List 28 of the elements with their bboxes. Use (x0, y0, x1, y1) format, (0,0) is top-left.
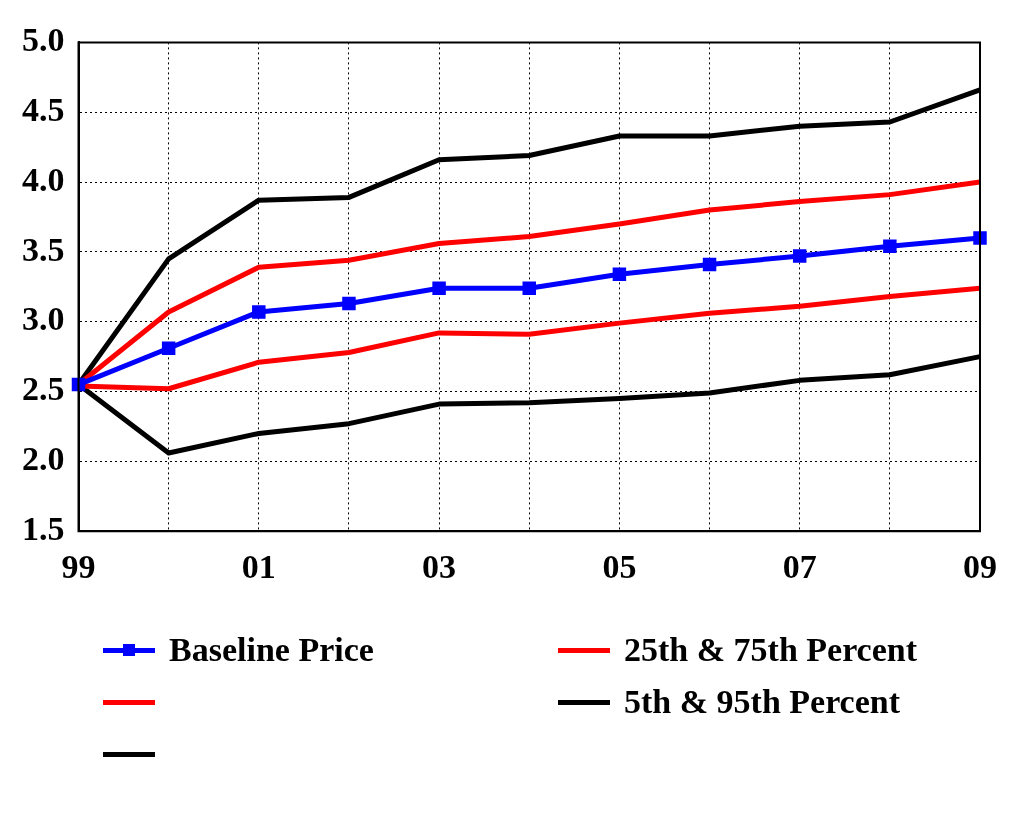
y-tick-label: 1.5 (22, 509, 65, 547)
point (792, 249, 807, 263)
y-tick-label: 4.5 (22, 91, 65, 129)
x-tick-label: 09 (963, 548, 997, 586)
legend-label: 25th & 75th Percent (624, 631, 918, 669)
y-tick-label: 3.0 (22, 300, 65, 338)
legend-label: 5th & 95th Percent (624, 683, 901, 721)
point (702, 257, 717, 272)
point (432, 281, 446, 295)
y-tick-label: 5.0 (22, 21, 65, 59)
point (522, 281, 536, 295)
x-tick-label: 07 (782, 548, 817, 586)
point (883, 239, 897, 254)
point (342, 296, 356, 311)
x-tick-label: 05 (602, 548, 637, 586)
x-tick-label: 01 (241, 548, 276, 586)
y-tick-label: 2.0 (22, 440, 65, 478)
point (612, 267, 627, 281)
point (973, 231, 987, 245)
point (161, 341, 176, 355)
x-tick-label: 03 (422, 548, 457, 586)
x-tick-label: 99 (61, 548, 96, 586)
point (252, 305, 266, 319)
legend-label: Baseline Price (169, 631, 374, 669)
y-tick-label: 3.5 (22, 230, 65, 268)
y-tick-label: 2.5 (22, 370, 65, 408)
point (71, 377, 86, 392)
y-tick-label: 4.0 (22, 160, 65, 198)
